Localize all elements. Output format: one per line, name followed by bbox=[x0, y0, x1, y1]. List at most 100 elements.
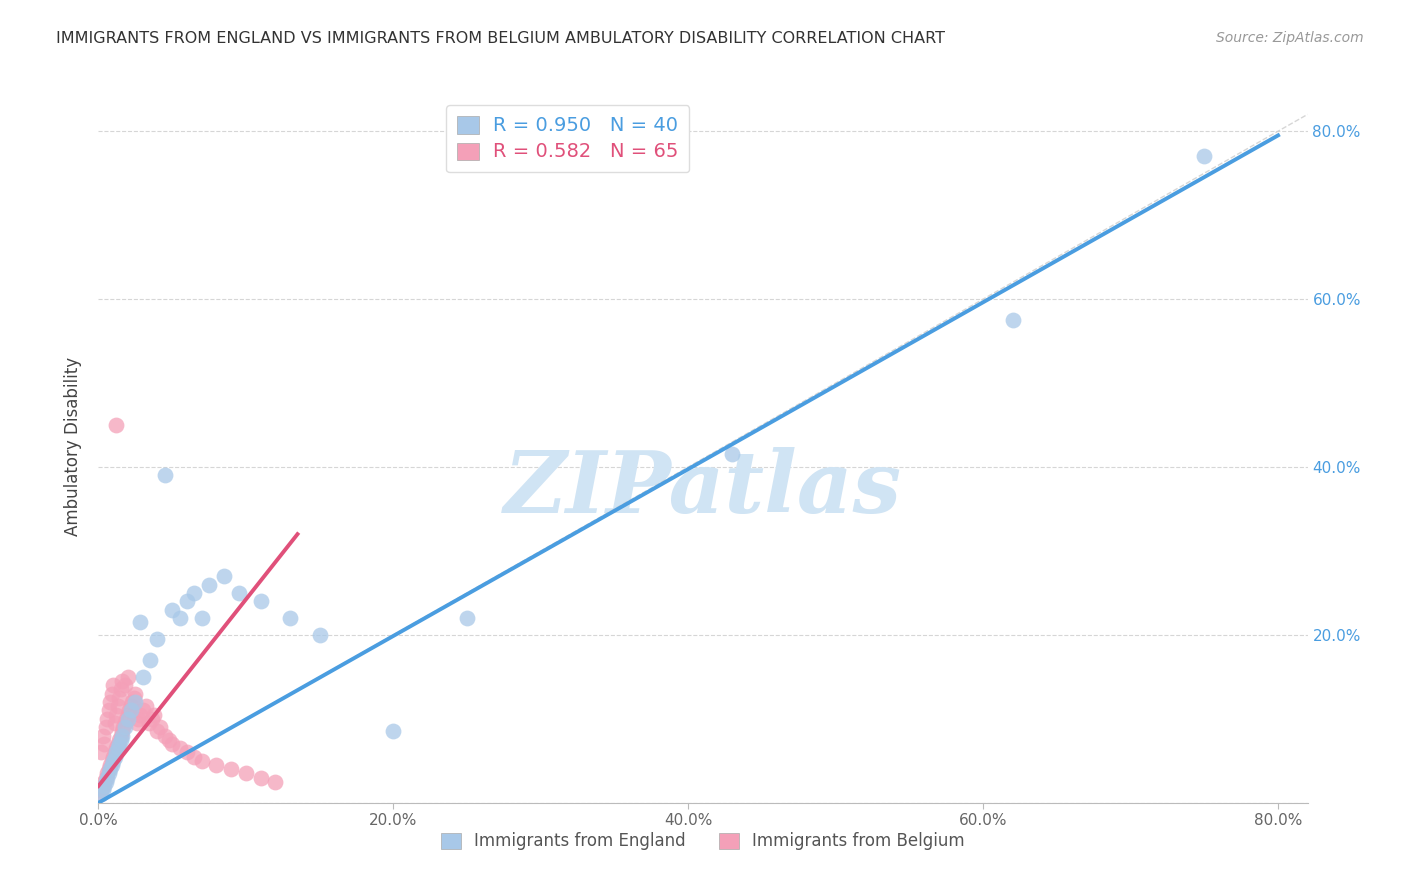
Point bbox=[105, 417, 128, 432]
Point bbox=[107, 699, 129, 714]
Point bbox=[212, 569, 235, 583]
Point bbox=[125, 716, 148, 731]
Point bbox=[131, 670, 153, 684]
Point bbox=[100, 758, 122, 772]
Text: IMMIGRANTS FROM ENGLAND VS IMMIGRANTS FROM BELGIUM AMBULATORY DISABILITY CORRELA: IMMIGRANTS FROM ENGLAND VS IMMIGRANTS FR… bbox=[56, 31, 945, 46]
Point bbox=[264, 774, 287, 789]
Point bbox=[121, 695, 143, 709]
Point bbox=[153, 729, 176, 743]
Point bbox=[249, 594, 271, 608]
Point bbox=[190, 754, 212, 768]
Point bbox=[101, 754, 124, 768]
Text: Source: ZipAtlas.com: Source: ZipAtlas.com bbox=[1216, 31, 1364, 45]
Point bbox=[219, 762, 242, 776]
Point bbox=[176, 746, 198, 760]
Point bbox=[97, 762, 120, 776]
Point bbox=[90, 746, 112, 760]
Point bbox=[90, 783, 112, 797]
Point bbox=[91, 783, 114, 797]
Point bbox=[308, 628, 330, 642]
Point bbox=[128, 615, 150, 630]
Point bbox=[122, 690, 145, 705]
Point bbox=[93, 737, 115, 751]
Point bbox=[115, 712, 138, 726]
Point bbox=[108, 690, 131, 705]
Point bbox=[101, 678, 124, 692]
Point bbox=[100, 754, 122, 768]
Point bbox=[149, 720, 172, 734]
Point bbox=[110, 682, 132, 697]
Point bbox=[278, 611, 301, 625]
Point bbox=[91, 729, 114, 743]
Point bbox=[153, 468, 176, 483]
Point bbox=[176, 594, 198, 608]
Point bbox=[104, 716, 127, 731]
Point bbox=[1001, 313, 1024, 327]
Point bbox=[90, 788, 112, 802]
Point bbox=[104, 749, 127, 764]
Point bbox=[98, 758, 121, 772]
Point bbox=[111, 674, 134, 689]
Point bbox=[146, 724, 169, 739]
Point bbox=[124, 687, 146, 701]
Point bbox=[169, 741, 191, 756]
Point bbox=[94, 720, 117, 734]
Point bbox=[98, 762, 121, 776]
Point bbox=[96, 771, 118, 785]
Point bbox=[228, 586, 250, 600]
Point bbox=[117, 712, 139, 726]
Point bbox=[94, 771, 117, 785]
Text: ZIPatlas: ZIPatlas bbox=[503, 447, 903, 531]
Point bbox=[104, 746, 127, 760]
Point bbox=[114, 720, 136, 734]
Point bbox=[108, 732, 131, 747]
Point bbox=[107, 737, 129, 751]
Point bbox=[107, 741, 129, 756]
Point bbox=[131, 703, 153, 717]
Point bbox=[97, 703, 120, 717]
Point bbox=[98, 695, 121, 709]
Point bbox=[146, 632, 169, 646]
Point bbox=[160, 737, 183, 751]
Point bbox=[135, 699, 157, 714]
Point bbox=[100, 687, 122, 701]
Point bbox=[117, 670, 139, 684]
Point bbox=[110, 732, 132, 747]
Point bbox=[160, 603, 183, 617]
Point bbox=[157, 732, 180, 747]
Point bbox=[183, 586, 205, 600]
Point bbox=[96, 766, 118, 780]
Point bbox=[183, 749, 205, 764]
Point bbox=[120, 703, 142, 717]
Point bbox=[118, 703, 141, 717]
Point bbox=[112, 720, 135, 734]
Point bbox=[108, 737, 131, 751]
Point bbox=[97, 766, 120, 780]
Point bbox=[456, 611, 478, 625]
Point bbox=[114, 716, 136, 731]
Point bbox=[105, 707, 128, 722]
Point bbox=[105, 741, 128, 756]
Point bbox=[91, 779, 114, 793]
Point bbox=[128, 707, 150, 722]
Point bbox=[93, 779, 115, 793]
Point bbox=[721, 447, 744, 461]
Point bbox=[101, 749, 124, 764]
Point bbox=[249, 771, 271, 785]
Y-axis label: Ambulatory Disability: Ambulatory Disability bbox=[65, 357, 83, 535]
Point bbox=[127, 712, 149, 726]
Point bbox=[111, 724, 134, 739]
Point bbox=[114, 678, 136, 692]
Point bbox=[139, 653, 162, 667]
Point bbox=[94, 774, 117, 789]
Point bbox=[93, 774, 115, 789]
Point bbox=[198, 577, 221, 591]
Point bbox=[110, 729, 132, 743]
Point bbox=[124, 695, 146, 709]
Point bbox=[190, 611, 212, 625]
Point bbox=[382, 724, 405, 739]
Point bbox=[89, 788, 111, 802]
Point bbox=[96, 712, 118, 726]
Point bbox=[111, 729, 134, 743]
Point bbox=[1194, 149, 1216, 163]
